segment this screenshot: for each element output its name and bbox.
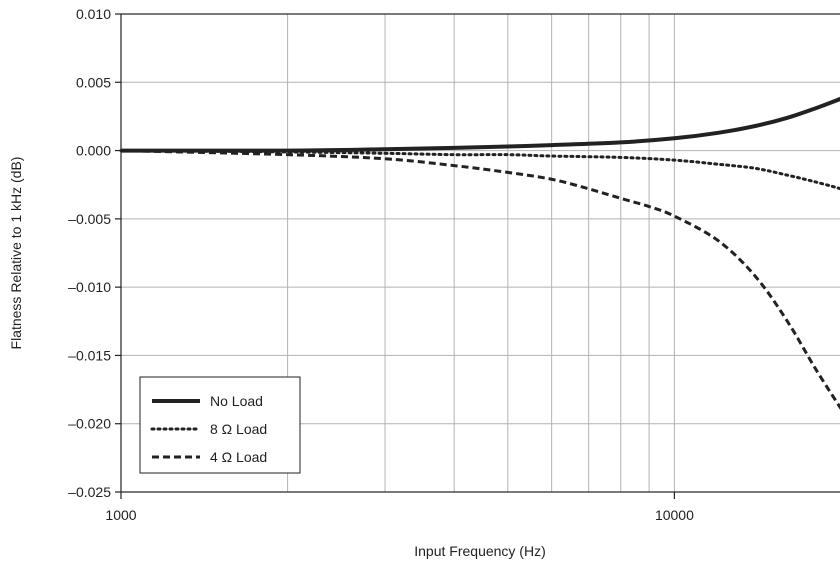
y-tick-label: 0.005 — [76, 74, 111, 90]
series-line-1 — [120, 96, 840, 153]
series-line-2 — [119, 149, 840, 191]
x-tick-label: 1000 — [105, 507, 136, 523]
y-tick-label: –0.010 — [68, 279, 111, 295]
legend-label: 4 Ω Load — [210, 449, 267, 465]
y-axis-label: Flatness Relative to 1 kHz (dB) — [8, 157, 24, 350]
legend-label: No Load — [210, 393, 263, 409]
y-tick-label: –0.025 — [68, 484, 111, 500]
series-lines — [119, 96, 840, 410]
y-tick-label: –0.015 — [68, 347, 111, 363]
x-tick-label: 10000 — [655, 507, 694, 523]
y-tick-label: 0.010 — [76, 6, 111, 22]
legend-label: 8 Ω Load — [210, 421, 267, 437]
legend: No Load 8 Ω Load 4 Ω Load — [139, 376, 301, 474]
x-axis-label: Input Frequency (Hz) — [414, 543, 546, 559]
y-tick-label: –0.020 — [68, 416, 111, 432]
plot-area-frame — [120, 13, 840, 493]
y-tick-label: 0.000 — [76, 143, 111, 159]
axis-ticks: 0.010 0.005 0.000 –0.005 –0.010 –0.015 –0.020 –… — [68, 6, 694, 523]
y-tick-label: –0.005 — [68, 211, 111, 227]
series-line-3 — [120, 149, 840, 410]
